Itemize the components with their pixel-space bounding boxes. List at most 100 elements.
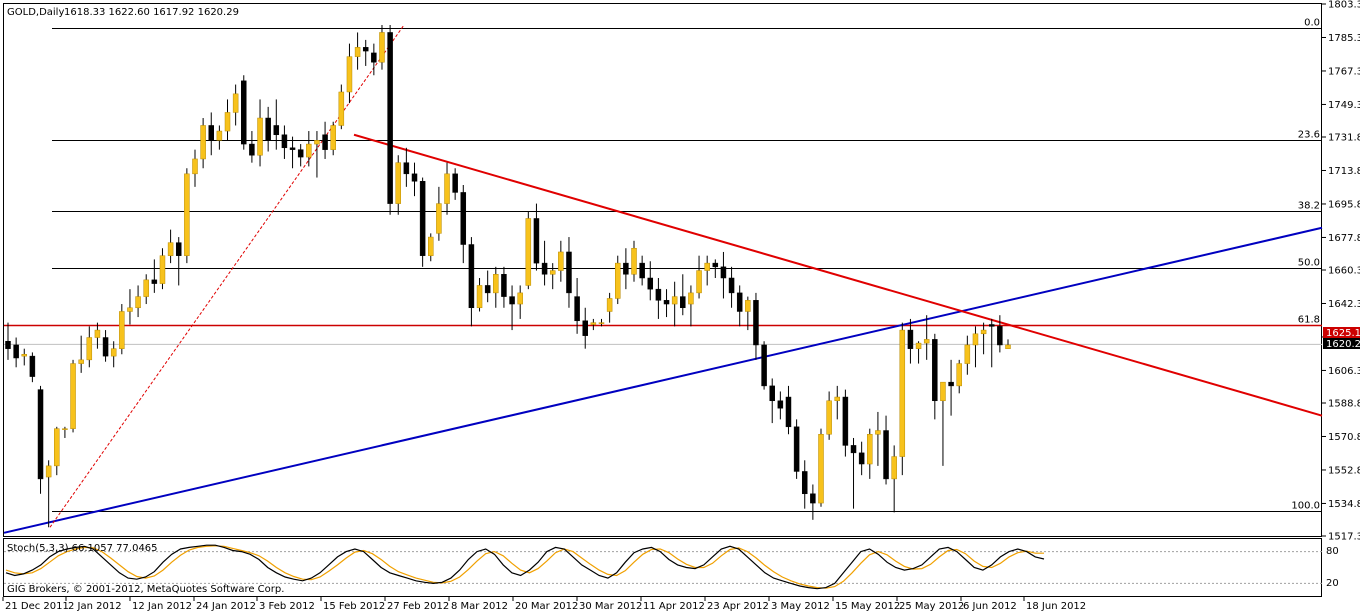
candle-body [997, 326, 1003, 346]
candle-body [94, 329, 101, 338]
symbol-label: GOLD,Daily [7, 7, 64, 18]
date-tick-label: 18 Jun 2012 [1026, 601, 1086, 612]
candle-body [476, 285, 483, 309]
fib-label: 0.0 [1304, 18, 1320, 29]
candle-body [428, 236, 434, 256]
candle-body [167, 242, 174, 256]
stoch-signal-line [5, 545, 1044, 589]
candlesticks [5, 25, 1011, 528]
candle-body [21, 354, 28, 357]
candle-body [184, 173, 190, 256]
candle-body [1005, 344, 1011, 349]
candle-body [728, 277, 735, 294]
candle-body [379, 32, 385, 63]
candle-body [151, 279, 158, 284]
fib-label: 38.2 [1298, 201, 1320, 212]
date-tick-label: 20 Mar 2012 [515, 601, 578, 612]
candle-body [224, 112, 231, 132]
candle-body [452, 173, 458, 193]
candle-body [680, 296, 686, 309]
candle-body [54, 428, 60, 467]
candle-body [639, 262, 645, 279]
price-tick-label: 1517.30 [1328, 532, 1360, 543]
candle-body [102, 337, 109, 357]
candle-body [549, 270, 556, 275]
candle-body [468, 244, 475, 309]
candle-body [615, 262, 621, 299]
ohlc-values: 1618.33 1622.60 1617.92 1620.29 [64, 7, 239, 18]
candle-body [777, 400, 784, 409]
candle-body [818, 434, 824, 504]
candle-body [533, 218, 540, 264]
date-tick-label: 21 Dec 2011 [5, 601, 69, 612]
candle-body [338, 91, 345, 126]
upper-price-tag: 1625.11 [1326, 328, 1360, 339]
candle-body [501, 274, 507, 297]
date-tick-label: 3 Feb 2012 [259, 601, 315, 612]
candle-body [769, 385, 775, 402]
candle-body [493, 274, 499, 294]
candle-body [265, 117, 271, 141]
candle-body [232, 93, 239, 113]
candle-body [460, 192, 467, 245]
candle-body [988, 324, 995, 327]
candle-body [444, 173, 450, 204]
candle-body [192, 158, 198, 175]
candle-body [45, 465, 52, 478]
candle-body [322, 134, 328, 150]
price-tick-label: 1606.30 [1328, 366, 1360, 377]
price-tick-label: 1570.80 [1328, 432, 1360, 443]
candle-body [631, 247, 637, 275]
fibonacci-levels: 0.0 23.6 38.2 50.0 61.8 100.0 [4, 18, 1322, 512]
price-tick-label: 1767.30 [1328, 66, 1360, 77]
candle-body [541, 262, 548, 275]
candle-body [850, 445, 857, 454]
candle-body [306, 143, 312, 158]
fib-label: 50.0 [1298, 258, 1320, 269]
date-tick-label: 23 Apr 2012 [707, 601, 769, 612]
price-tick-label: 1588.80 [1328, 399, 1360, 410]
stochastic-title: Stoch(5,3,3) 66.1057 77.0465 [7, 543, 158, 554]
candle-body [127, 307, 133, 312]
date-tick-label: 6 Jun 2012 [963, 601, 1017, 612]
candle-body [712, 262, 719, 268]
candle-body [110, 348, 117, 357]
date-tick-label: 27 Feb 2012 [387, 601, 449, 612]
candle-body [281, 134, 288, 149]
candle-body [785, 396, 792, 428]
candle-body [582, 320, 588, 336]
candle-body [842, 396, 849, 446]
trendlines [3, 24, 1323, 534]
candle-body [387, 32, 393, 204]
candle-body [932, 339, 938, 402]
stoch-level-80: 80 [1326, 546, 1339, 557]
price-tick-label: 1642.30 [1328, 299, 1360, 310]
price-tick-label: 1731.80 [1328, 133, 1360, 144]
price-tick-label: 1803.30 [1328, 0, 1360, 11]
price-tick-label: 1713.80 [1328, 166, 1360, 177]
candle-body [826, 400, 832, 435]
candle-body [208, 125, 214, 141]
candle-body [289, 147, 296, 150]
candle-body [858, 452, 865, 465]
red-trendline [353, 133, 1323, 417]
candle-body [70, 363, 76, 429]
candle-body [810, 493, 816, 504]
candle-body [907, 329, 914, 349]
candle-body [761, 344, 767, 387]
candle-body [135, 296, 141, 309]
candle-body [574, 296, 580, 322]
fib-label: 61.8 [1298, 315, 1320, 326]
candle-body [663, 300, 670, 305]
candle-body [419, 181, 426, 256]
price-tick-label: 1677.80 [1328, 233, 1360, 244]
candle-body [517, 292, 523, 305]
candle-body [623, 262, 629, 275]
candle-body [598, 322, 605, 324]
candle-body [696, 270, 702, 294]
candle-body [354, 47, 361, 57]
candle-body [655, 288, 662, 301]
candle-body [297, 149, 304, 158]
candle-body [241, 80, 247, 145]
